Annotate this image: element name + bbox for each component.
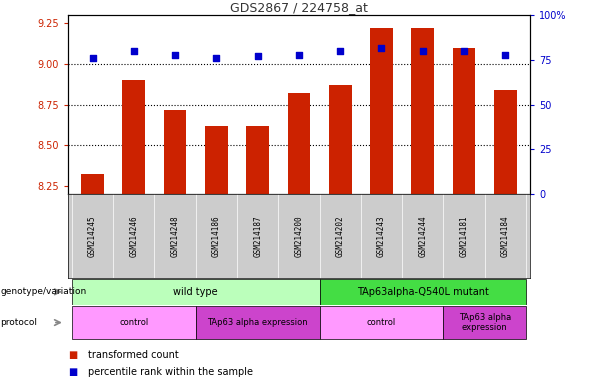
Text: GSM214248: GSM214248 [171, 215, 180, 257]
Bar [320, 279, 526, 305]
Point [170, 51, 180, 58]
Text: GSM214181: GSM214181 [459, 215, 468, 257]
Bar [329, 85, 352, 194]
Point [88, 55, 97, 61]
Text: protocol: protocol [1, 318, 38, 327]
Bar [164, 109, 187, 194]
Title: GDS2867 / 224758_at: GDS2867 / 224758_at [230, 1, 368, 14]
Text: GSM214200: GSM214200 [294, 215, 303, 257]
Point [501, 51, 510, 58]
Bar [453, 48, 475, 194]
Text: transformed count: transformed count [88, 350, 179, 360]
Point [253, 53, 262, 60]
Bar [246, 126, 269, 194]
Bar [81, 174, 104, 194]
Point [459, 48, 469, 54]
Text: percentile rank within the sample: percentile rank within the sample [88, 367, 253, 377]
Bar [196, 306, 320, 339]
Point [129, 48, 138, 54]
Text: GSM214187: GSM214187 [253, 215, 262, 257]
Point [211, 55, 221, 61]
Bar [494, 90, 517, 194]
Text: TAp63 alpha expression: TAp63 alpha expression [207, 318, 308, 327]
Point [418, 48, 428, 54]
Bar [370, 28, 393, 194]
Text: GSM214184: GSM214184 [501, 215, 510, 257]
Point [294, 51, 304, 58]
Point [377, 45, 386, 51]
Bar [287, 93, 310, 194]
Text: GSM214246: GSM214246 [130, 215, 138, 257]
Text: GSM214244: GSM214244 [418, 215, 427, 257]
Point [336, 48, 345, 54]
Bar [72, 306, 196, 339]
Text: GSM214186: GSM214186 [212, 215, 221, 257]
Text: GSM214202: GSM214202 [336, 215, 345, 257]
Text: TAp63alpha-Q540L mutant: TAp63alpha-Q540L mutant [357, 287, 489, 297]
Bar [205, 126, 228, 194]
Text: control: control [119, 318, 148, 327]
Bar [444, 306, 526, 339]
Text: control: control [367, 318, 396, 327]
Bar [320, 306, 444, 339]
Text: ■: ■ [68, 367, 77, 377]
Bar [72, 279, 320, 305]
Text: GSM214243: GSM214243 [377, 215, 386, 257]
Text: TAp63 alpha
expression: TAp63 alpha expression [459, 313, 511, 332]
Text: wild type: wild type [173, 287, 218, 297]
Text: ■: ■ [68, 350, 77, 360]
Bar [123, 80, 145, 194]
Text: genotype/variation: genotype/variation [1, 287, 87, 296]
Bar [411, 28, 434, 194]
Text: GSM214245: GSM214245 [88, 215, 97, 257]
